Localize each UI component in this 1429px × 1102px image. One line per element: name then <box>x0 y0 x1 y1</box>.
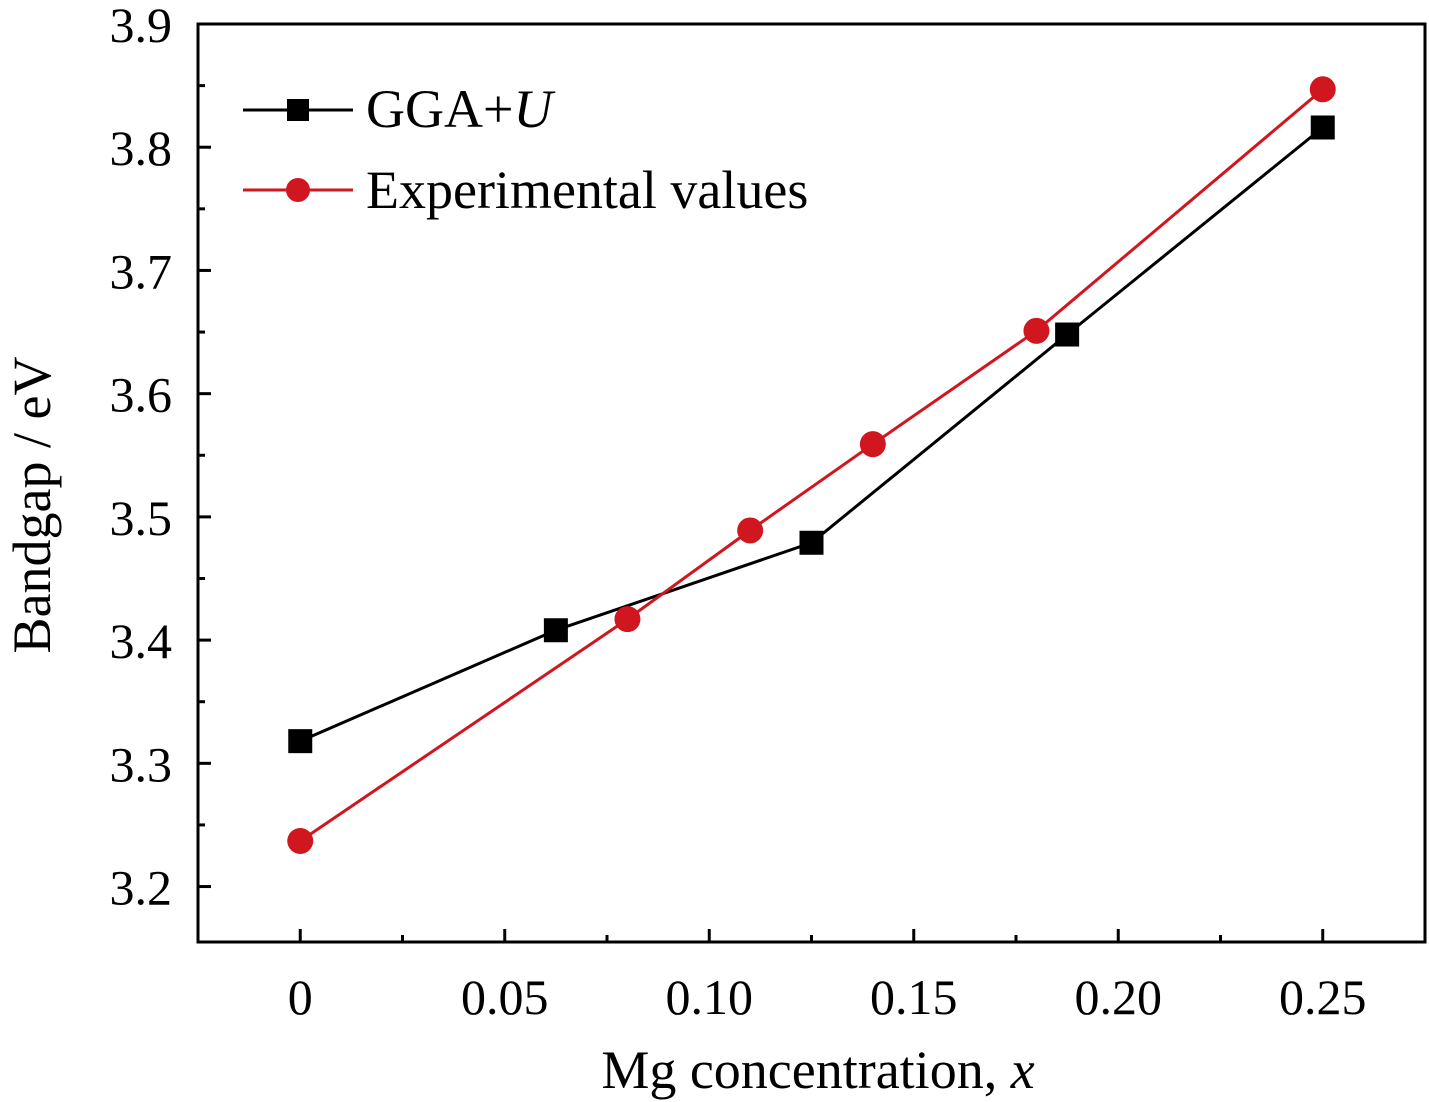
ticks-layer: 0 0.05 0.10 0.15 0.20 0.25 3.2 3.3 3.4 3.5 3.6 3.7 3… <box>110 0 1367 1025</box>
x-tick-label-5: 0.25 <box>1279 969 1367 1025</box>
legend: GGA+U Experimental values <box>243 79 808 220</box>
series-1-point-2 <box>737 517 764 544</box>
x-tick-label-3: 0.15 <box>870 969 958 1025</box>
series-0-point-3 <box>1055 322 1080 347</box>
x-tick-label-1: 0.05 <box>461 969 549 1025</box>
series-0-point-0 <box>288 729 313 754</box>
y-tick-label-3: 3.5 <box>110 490 173 546</box>
series-1-point-0 <box>287 827 314 854</box>
series-0-point-4 <box>1310 115 1335 140</box>
series-1-point-5 <box>1309 76 1336 103</box>
series-0-point-2 <box>799 530 824 555</box>
series-1-point-4 <box>1023 317 1050 344</box>
y-tick-label-2: 3.4 <box>110 613 173 669</box>
series-1-point-3 <box>859 431 886 458</box>
legend-marker-gga <box>287 99 309 121</box>
y-axis-title: Bandgap / eV <box>2 357 62 654</box>
series-1-point-1 <box>614 606 641 633</box>
y-tick-label-6: 3.8 <box>110 120 173 176</box>
x-tick-label-2: 0.10 <box>666 969 754 1025</box>
legend-label-gga: GGA+U <box>366 79 555 139</box>
legend-marker-experimental <box>286 178 310 202</box>
legend-item-experimental: Experimental values <box>243 160 808 220</box>
y-tick-label-4: 3.6 <box>110 367 173 423</box>
legend-label-experimental: Experimental values <box>366 160 808 220</box>
series-layer <box>287 76 1336 854</box>
x-tick-label-4: 0.20 <box>1075 969 1163 1025</box>
y-tick-label-1: 3.3 <box>110 736 173 792</box>
series-0-point-1 <box>543 618 568 643</box>
x-axis-title: Mg concentration, x <box>601 1040 1034 1100</box>
y-tick-label-5: 3.7 <box>110 243 173 299</box>
legend-item-gga: GGA+U <box>243 79 555 139</box>
x-tick-label-0: 0 <box>288 969 313 1025</box>
y-tick-label-7: 3.9 <box>110 0 173 53</box>
x-axis-variable: x <box>1010 1040 1035 1100</box>
series-line-1 <box>299 88 1324 843</box>
y-tick-label-0: 3.2 <box>110 860 173 916</box>
